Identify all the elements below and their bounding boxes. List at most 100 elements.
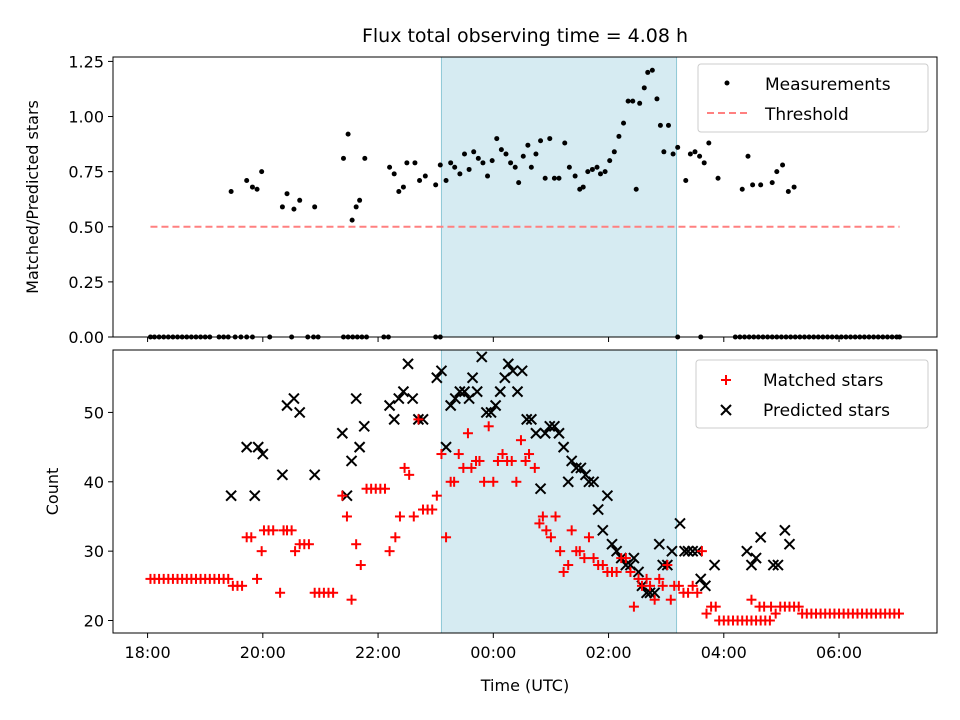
predicted-star-point — [628, 552, 640, 564]
matched-star-point — [492, 455, 503, 466]
measurement-point — [621, 120, 627, 126]
measurement-point — [461, 151, 467, 157]
predicted-star-point — [350, 392, 362, 405]
matched-star-point — [511, 476, 522, 487]
ratio-axes-frame — [112, 56, 938, 338]
measurement-point — [791, 184, 797, 190]
measurement-point — [616, 133, 622, 139]
predicted-star-point — [553, 427, 565, 439]
measurement-point — [589, 166, 595, 172]
matched-star-point — [770, 608, 781, 619]
measurement-point — [498, 147, 504, 153]
predicted-star-point — [435, 365, 448, 377]
measurement-point — [396, 188, 402, 194]
count-axes-frame — [112, 349, 938, 634]
measurement-point — [641, 85, 647, 91]
measurement-point — [745, 153, 751, 159]
matched-star-point — [275, 587, 286, 598]
count-y-ticks: 20 30 40 50 — [84, 403, 113, 631]
matched-star-point — [710, 601, 721, 612]
predicted-star-point — [458, 385, 471, 398]
measurement-point — [312, 204, 318, 210]
measurement-point — [475, 155, 481, 161]
matched-star-point — [379, 483, 390, 494]
matched-star-point — [341, 511, 352, 522]
measurement-point — [520, 153, 526, 159]
measurement-point — [400, 184, 406, 190]
predicted-star-point — [562, 476, 574, 488]
matched-star-point — [692, 587, 703, 598]
measurement-point — [780, 162, 786, 168]
predicted-star-point — [754, 531, 767, 543]
predicted-star-point — [570, 462, 582, 474]
matched-star-point — [583, 532, 594, 543]
ratio-legend: Measurements Threshold — [697, 63, 929, 133]
matched-star-point — [256, 546, 267, 557]
predicted-star-point — [745, 559, 758, 571]
x-tick-label: 18:00 — [125, 643, 171, 662]
matched-star-point — [657, 580, 668, 591]
measurement-point — [480, 160, 486, 166]
predicted-star-point — [674, 517, 686, 530]
predicted-star-point — [397, 385, 410, 398]
measurement-point — [580, 184, 586, 190]
count-legend-box — [695, 359, 929, 429]
predicted-star-point — [544, 420, 556, 433]
matched-star-point — [462, 428, 473, 439]
measurement-point — [417, 177, 423, 183]
matched-star-point — [683, 587, 694, 598]
matched-star-point — [390, 532, 401, 543]
measurement-point — [687, 151, 693, 157]
measurement-point — [562, 140, 568, 146]
legend-predicted-marker — [720, 404, 732, 416]
predicted-star-point — [388, 413, 400, 426]
predicted-star-point — [345, 455, 358, 467]
measurement-point — [353, 204, 359, 210]
predicted-star-point — [449, 392, 461, 405]
matched-star-point — [545, 532, 556, 543]
measurement-point — [701, 160, 707, 166]
measurement-point — [528, 164, 534, 170]
matched-star-point — [337, 490, 348, 501]
legend-matched-label: Matched stars — [763, 371, 883, 391]
measurement-point — [525, 142, 531, 148]
measurement-point — [494, 136, 500, 142]
measurement-point — [547, 136, 553, 142]
measurement-point — [466, 166, 472, 172]
matched-star-point — [696, 546, 707, 557]
matched-star-point — [394, 511, 405, 522]
matched-star-point — [628, 601, 639, 612]
predicted-star-point — [648, 587, 661, 599]
matched-star-point — [625, 566, 636, 577]
measurement-point — [345, 131, 351, 137]
matched-star-point — [427, 504, 438, 515]
measurement-point — [739, 186, 745, 192]
matched-star-point — [399, 462, 410, 473]
measurement-point — [387, 164, 393, 170]
matched-stars-series — [145, 414, 904, 626]
matched-star-point — [351, 539, 362, 550]
matched-star-point — [579, 553, 590, 564]
predicted-star-point — [480, 406, 493, 419]
y-tick-label: 40 — [84, 473, 104, 492]
predicted-star-point — [252, 441, 264, 453]
predicted-star-point — [610, 545, 623, 557]
ratio-y-axis-label: Matched/Predicted stars — [23, 100, 42, 294]
matched-star-point — [550, 511, 561, 522]
x-tick-label: 04:00 — [701, 643, 747, 662]
predicted-star-point — [750, 552, 762, 564]
matched-star-point — [588, 553, 599, 564]
measurement-point — [611, 149, 617, 155]
measurements-series — [147, 67, 903, 340]
predicted-star-point — [225, 489, 237, 502]
predicted-star-point — [783, 538, 796, 550]
matched-star-point — [654, 573, 665, 584]
measurement-point — [259, 169, 265, 175]
y-tick-label: 0.50 — [68, 218, 104, 237]
measurement-point — [485, 173, 491, 179]
measurement-point — [670, 151, 676, 157]
measurement-point — [665, 122, 671, 128]
measurement-point — [683, 177, 689, 183]
measurement-point — [572, 173, 578, 179]
